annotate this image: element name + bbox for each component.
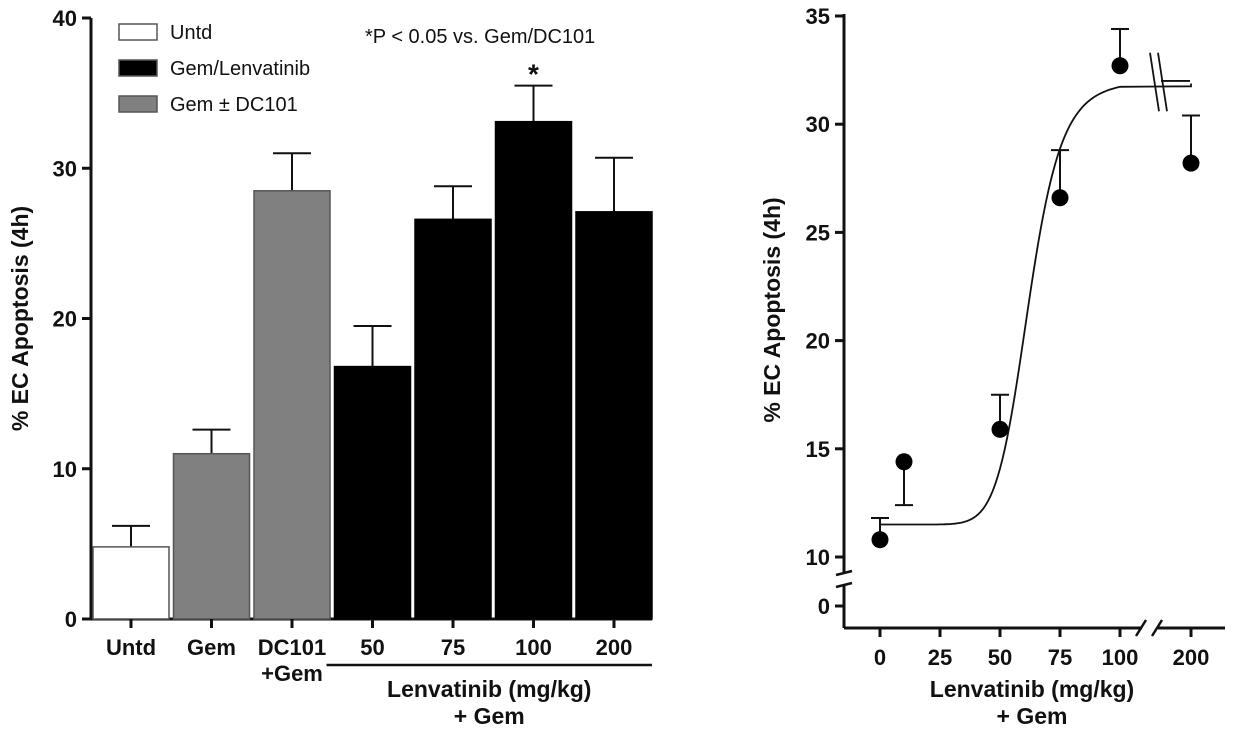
data-point xyxy=(1051,189,1069,207)
dose-response-chart: 0 10 15 20 25 30 35 0 25 50 75 100 200 % EC Apoptosis… xyxy=(759,4,1225,729)
x-tick-label: 25 xyxy=(928,645,952,670)
x-tick-label: 75 xyxy=(1048,645,1072,670)
y-tick-label: 30 xyxy=(53,156,77,181)
fit-curve xyxy=(880,83,1192,526)
y-tick-label: 35 xyxy=(806,4,830,29)
x-tick-label: 100 xyxy=(515,635,552,660)
y-tick-label: 0 xyxy=(818,594,830,619)
significance-note: *P < 0.05 vs. Gem/DC101 xyxy=(365,26,595,48)
y-tick-label: 30 xyxy=(806,112,830,137)
legend-label: Gem/Lenvatinib xyxy=(170,58,310,80)
data-point xyxy=(991,420,1009,438)
bar xyxy=(494,120,573,620)
y-axis-break xyxy=(835,569,853,577)
x-tick-label: Untd xyxy=(106,635,156,660)
x-axis-break xyxy=(1134,619,1148,637)
bar xyxy=(92,546,170,620)
bar xyxy=(253,190,331,620)
bar xyxy=(414,218,492,620)
data-point xyxy=(1182,154,1200,172)
y-axis-title: % EC Apoptosis (4h) xyxy=(759,197,785,422)
y-tick-label: 20 xyxy=(53,307,77,332)
bar xyxy=(172,452,251,620)
x-tick-label: DC101 xyxy=(258,635,326,660)
x-tick-label: +Gem xyxy=(261,661,323,686)
y-tick-label: 10 xyxy=(806,545,830,570)
y-tick-label: 25 xyxy=(806,220,830,245)
legend-label: Gem ± DC101 xyxy=(170,94,298,116)
y-tick-label: 20 xyxy=(806,329,830,354)
bar xyxy=(333,365,412,620)
y-axis-break xyxy=(835,581,853,589)
y-tick-label: 0 xyxy=(65,607,77,632)
y-tick-label: 10 xyxy=(53,457,77,482)
x-axis-title: + Gem xyxy=(454,703,525,729)
legend-swatch xyxy=(118,59,158,77)
legend-swatch xyxy=(118,95,158,113)
y-axis-title: % EC Apoptosis (4h) xyxy=(7,206,33,431)
significance-star: * xyxy=(528,59,539,90)
y-tick-label: 40 xyxy=(53,6,77,31)
data-point xyxy=(1111,57,1129,75)
x-tick-label: 200 xyxy=(596,635,633,660)
x-tick-label: Gem xyxy=(187,635,236,660)
x-tick-label: 0 xyxy=(874,645,886,670)
bar-chart: 0 10 20 30 40 % EC Apoptosis (4h) Untd Gem DC101… xyxy=(7,6,653,729)
bar xyxy=(575,211,653,620)
x-tick-label: 75 xyxy=(441,635,465,660)
y-tick-label: 15 xyxy=(806,437,830,462)
legend-swatch xyxy=(118,23,158,41)
x-tick-label: 100 xyxy=(1102,645,1139,670)
x-tick-label: 200 xyxy=(1173,645,1210,670)
x-tick-label: 50 xyxy=(360,635,384,660)
x-axis-title: Lenvatinib (mg/kg) xyxy=(930,676,1134,702)
legend-label: Untd xyxy=(170,22,212,44)
x-tick-label: 50 xyxy=(988,645,1012,670)
curve-break xyxy=(1149,52,1160,112)
data-point xyxy=(871,531,889,549)
x-axis-break xyxy=(1150,619,1164,637)
x-axis-title: Lenvatinib (mg/kg) xyxy=(387,676,591,702)
data-point xyxy=(895,453,913,471)
x-axis-title: + Gem xyxy=(997,703,1068,729)
curve-break xyxy=(1157,52,1168,112)
